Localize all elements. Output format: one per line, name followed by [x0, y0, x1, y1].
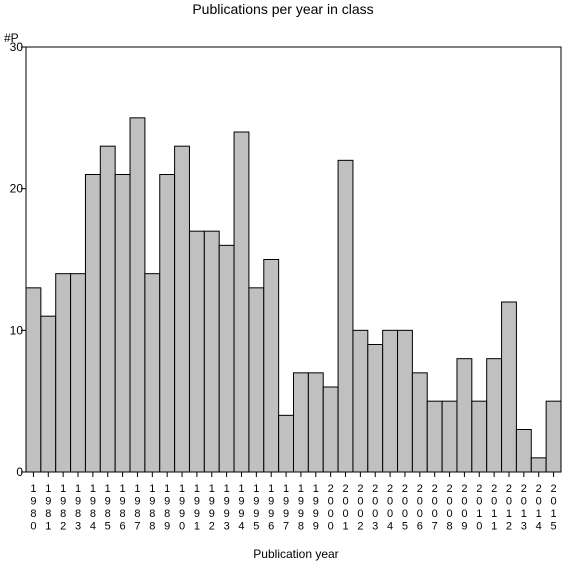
y-axis-label: #P: [4, 31, 19, 45]
bar-2014: [530, 457, 547, 473]
bar-1987: [129, 117, 146, 473]
bar-1988: [144, 273, 161, 473]
chart-title: Publications per year in class: [192, 1, 373, 17]
bar-1992: [203, 230, 220, 473]
y-axis: 0 10 20 30: [10, 40, 26, 479]
bar-1980: [25, 287, 42, 473]
bar-2006: [411, 372, 428, 473]
bar-1982: [55, 273, 72, 473]
bar-1984: [84, 174, 101, 473]
bar-1990: [174, 145, 190, 473]
bars-group: [25, 117, 562, 473]
x-axis-labels: 1 9 8 0 1 9 8 1 1 9 8 2 1 9 8 3 1 9 8 4 1 9 8 5 1 9 8 6 1 9 8 7 1 9 8 8 1 9 8 9…: [30, 472, 557, 533]
bar-1989: [159, 174, 176, 473]
y-tick-label-0: 0: [16, 465, 23, 479]
bar-1997: [278, 414, 294, 473]
bar-2009: [456, 358, 473, 473]
bar-1998: [293, 372, 309, 473]
bar-1995: [248, 287, 265, 473]
plot-frame: [25, 46, 562, 473]
y-tick-label-10: 10: [10, 323, 24, 337]
bar-2013: [515, 429, 532, 473]
x-axis-label: Publication year: [253, 547, 338, 561]
bar-1981: [40, 315, 57, 473]
bar-1993: [218, 244, 235, 473]
bar-1999: [307, 372, 324, 473]
bar-2010: [471, 400, 488, 473]
bar-2011: [486, 358, 503, 473]
bar-2015: [545, 400, 562, 473]
bar-2008: [441, 400, 458, 473]
y-tick-label-20: 20: [10, 182, 24, 196]
bar-2005: [397, 329, 413, 473]
bar-2003: [367, 344, 384, 473]
bar-2000: [322, 386, 339, 473]
bar-2007: [426, 400, 443, 473]
bar-2012: [501, 301, 517, 473]
bar-1994: [233, 131, 250, 473]
y-tick-label-30: 30: [10, 40, 24, 54]
bar-1996: [263, 259, 280, 473]
bar-1985: [99, 145, 116, 473]
bar-1991: [188, 230, 205, 473]
bar-2001: [337, 159, 354, 473]
bar-1986: [114, 174, 131, 473]
bar-2002: [352, 329, 369, 473]
bar-2004: [382, 329, 399, 473]
bar-1983: [70, 273, 86, 473]
